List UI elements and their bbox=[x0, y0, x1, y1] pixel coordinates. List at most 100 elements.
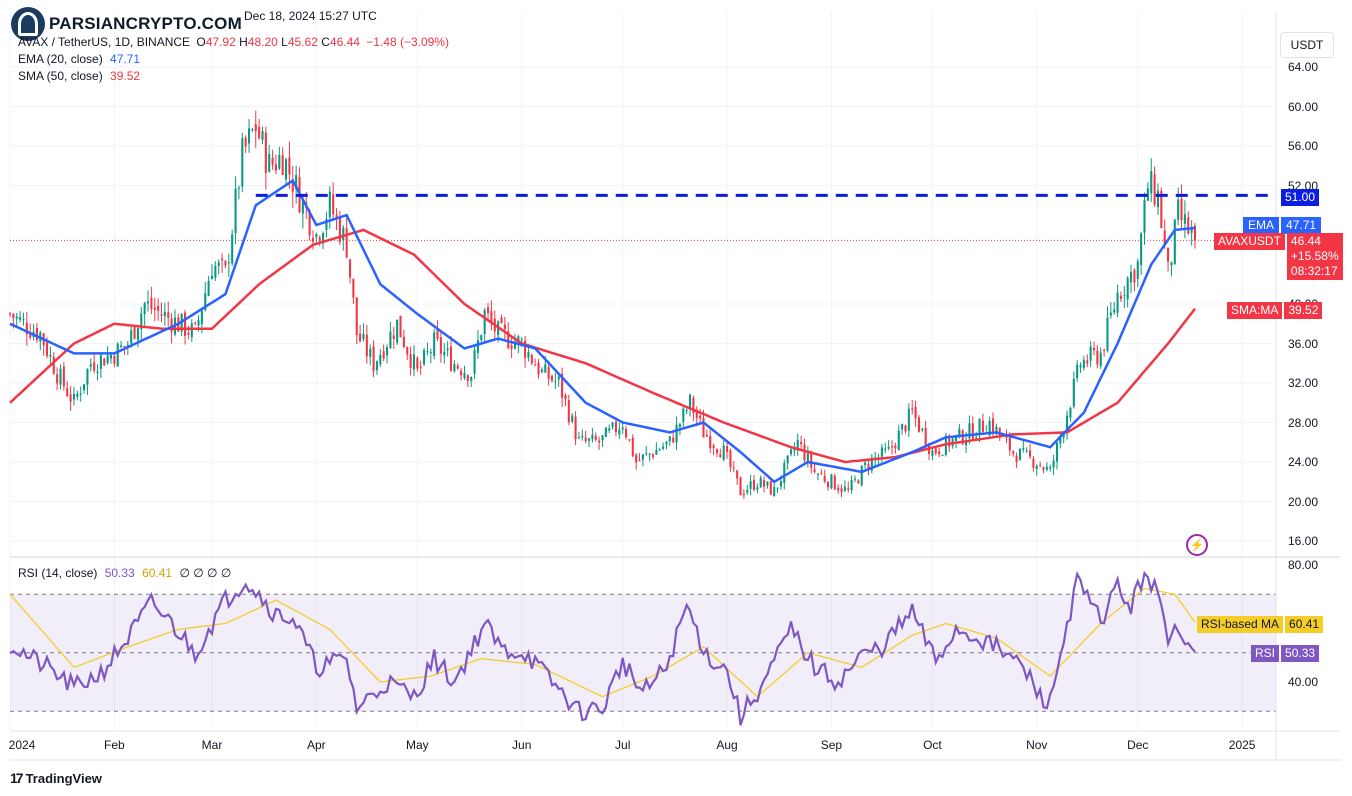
candle-body bbox=[1133, 269, 1136, 283]
frame bbox=[10, 12, 1340, 761]
time-tick-label: Jul bbox=[615, 738, 631, 752]
sma-legend[interactable]: SMA (50, close) 39.52 bbox=[18, 69, 140, 83]
candle-body bbox=[109, 354, 113, 359]
candle-body bbox=[759, 477, 762, 488]
candle bbox=[715, 448, 719, 458]
candle-body bbox=[372, 346, 375, 372]
candle-body bbox=[416, 357, 419, 369]
candle-body bbox=[322, 233, 325, 244]
candle-body bbox=[281, 155, 284, 175]
candle bbox=[1072, 371, 1075, 409]
symbol-ohlc: AVAX / TetherUS, 1D, BINANCE O47.92 H48.… bbox=[18, 35, 449, 49]
candle bbox=[234, 176, 237, 245]
candle-body bbox=[1153, 174, 1156, 205]
candle-body bbox=[190, 323, 193, 338]
candle-body bbox=[840, 488, 843, 493]
ema-tag[interactable]: EMA 47.71 bbox=[1243, 217, 1322, 234]
candle bbox=[712, 443, 715, 456]
candle bbox=[709, 429, 712, 454]
candle bbox=[662, 442, 665, 451]
footer-brand[interactable]: 17 TradingView bbox=[10, 770, 102, 786]
candle-body bbox=[254, 124, 257, 132]
candle-body bbox=[530, 354, 533, 364]
candle-body bbox=[83, 384, 86, 391]
candle-body bbox=[688, 394, 692, 410]
symbol-name[interactable]: AVAX / TetherUS, 1D, BINANCE bbox=[18, 35, 191, 49]
candle-body bbox=[311, 237, 315, 242]
candle-body bbox=[746, 489, 749, 493]
candle-body bbox=[197, 320, 200, 326]
candle bbox=[362, 323, 365, 342]
candle-body bbox=[379, 354, 382, 365]
candle-body bbox=[658, 449, 661, 451]
ema-legend[interactable]: EMA (20, close) 47.71 bbox=[18, 52, 140, 66]
candle-body bbox=[628, 439, 631, 441]
candle bbox=[507, 322, 510, 350]
candle-body bbox=[810, 453, 813, 468]
resistance-tag[interactable]: 51.00 bbox=[1281, 189, 1320, 206]
published-time: Dec 18, 2024 15:27 UTC bbox=[244, 9, 377, 23]
candle bbox=[190, 319, 193, 343]
flash-icon[interactable]: ⚡ bbox=[1186, 534, 1208, 556]
currency-button[interactable]: USDT bbox=[1280, 32, 1334, 58]
candle-body bbox=[1022, 448, 1025, 450]
candle bbox=[550, 374, 554, 383]
candle bbox=[466, 374, 469, 388]
candle bbox=[453, 359, 456, 373]
candle bbox=[800, 435, 803, 451]
candle-body bbox=[214, 265, 217, 278]
sma-tag[interactable]: SMA:MA 39.52 bbox=[1227, 302, 1323, 319]
rsi-legend[interactable]: RSI (14, close) 50.33 60.41 ∅ ∅ ∅ ∅ bbox=[18, 566, 231, 580]
candle-body bbox=[72, 393, 76, 400]
candle bbox=[561, 367, 564, 408]
candle-body bbox=[167, 312, 170, 318]
candle bbox=[1049, 464, 1052, 472]
candle bbox=[907, 403, 910, 438]
candle-body bbox=[547, 366, 550, 379]
high-value: 48.20 bbox=[247, 35, 278, 49]
candle-body bbox=[439, 337, 442, 354]
candle-body bbox=[1103, 349, 1106, 351]
rsi-tag[interactable]: RSI 50.33 bbox=[1251, 645, 1320, 662]
candle-body bbox=[850, 480, 853, 491]
candle bbox=[857, 479, 860, 484]
candle bbox=[1113, 301, 1116, 315]
candle-body bbox=[890, 446, 894, 448]
candle bbox=[1099, 347, 1102, 370]
candle-body bbox=[820, 473, 823, 475]
candle bbox=[827, 481, 830, 491]
last-price-tag[interactable]: AVAXUSDT 46.44 +15.58% 08:32:17 bbox=[1214, 233, 1343, 280]
candle bbox=[470, 376, 473, 388]
candle-body bbox=[719, 453, 722, 458]
candle-body bbox=[675, 424, 678, 443]
candle-body bbox=[187, 332, 190, 335]
brand-icon bbox=[11, 7, 45, 41]
candle bbox=[153, 297, 156, 322]
candle bbox=[524, 335, 527, 368]
candle-body bbox=[278, 155, 281, 169]
candle-body bbox=[443, 351, 446, 356]
candle bbox=[1119, 291, 1122, 302]
candle bbox=[1082, 355, 1085, 371]
candle-body bbox=[618, 429, 621, 435]
candle-body bbox=[1146, 188, 1149, 201]
candle bbox=[682, 405, 685, 429]
candle bbox=[490, 300, 493, 331]
candle-body bbox=[1069, 407, 1072, 418]
candle bbox=[847, 481, 850, 493]
candle-body bbox=[1052, 460, 1055, 468]
candle bbox=[386, 344, 389, 364]
candle bbox=[672, 431, 675, 444]
candle-body bbox=[692, 397, 695, 414]
candle bbox=[372, 340, 375, 378]
candle-body bbox=[210, 275, 214, 280]
candle bbox=[83, 384, 86, 394]
ema-legend-value: 47.71 bbox=[110, 52, 141, 66]
candle-body bbox=[645, 453, 648, 455]
candle bbox=[258, 119, 261, 140]
candle-body bbox=[823, 475, 826, 482]
candle bbox=[1146, 182, 1149, 202]
grid bbox=[9, 12, 1276, 730]
rsi-ma-tag[interactable]: RSI-based MA 60.41 bbox=[1197, 616, 1324, 633]
